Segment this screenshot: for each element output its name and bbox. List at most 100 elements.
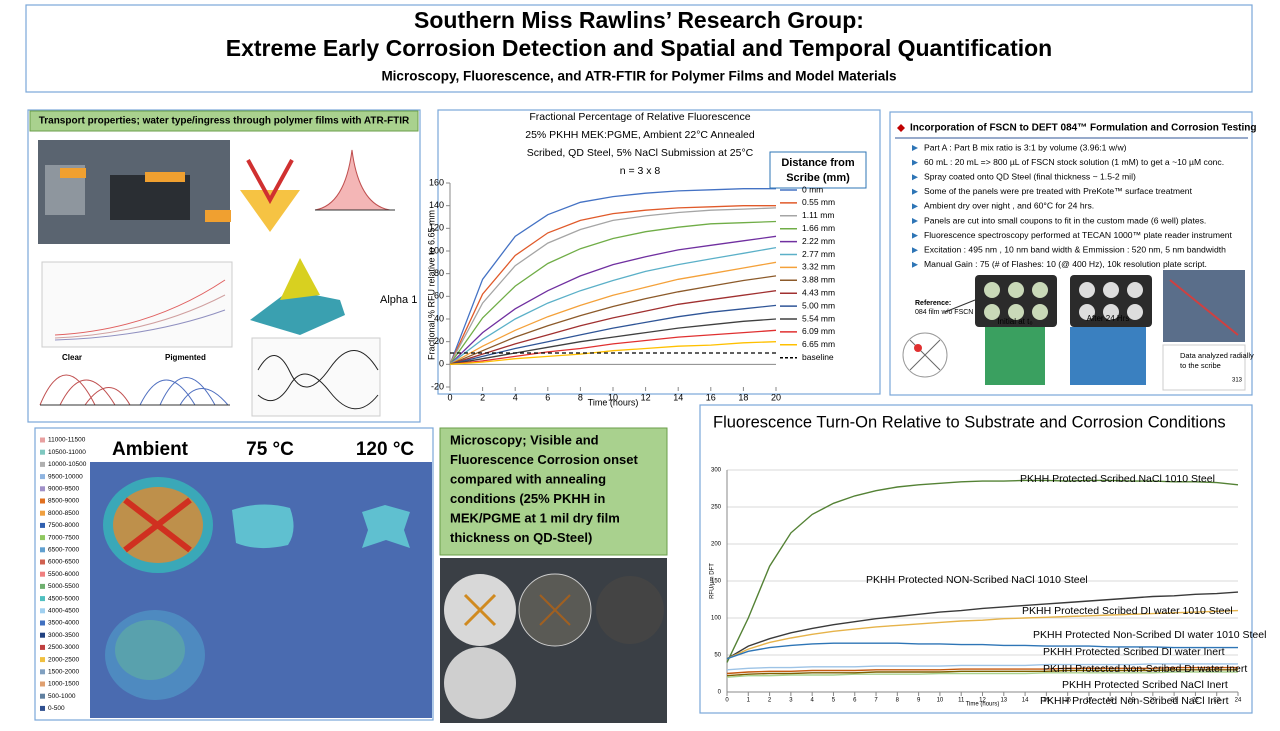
- legend-label: 1000-1500: [48, 681, 79, 688]
- legend-label: 0-500: [48, 705, 65, 712]
- legend-swatch: [40, 571, 45, 577]
- well: [1008, 304, 1024, 320]
- header-box: [25, 4, 1253, 93]
- legend-label: 1.11 mm: [802, 210, 834, 220]
- x-tick-label: 8: [896, 698, 900, 704]
- panel-heading: Transport properties; water type/ingress…: [39, 116, 410, 127]
- legend-swatch: [40, 535, 45, 541]
- well: [1079, 304, 1095, 320]
- coupon: [444, 647, 516, 719]
- slide-thumbnail: [1162, 344, 1246, 391]
- corrosion-map: [115, 620, 185, 680]
- bullet-marker: [912, 174, 918, 181]
- note-line: compared with annealing: [450, 471, 606, 486]
- plot-curve: [54, 279, 226, 336]
- well: [1103, 304, 1119, 320]
- image-label: Data analyzed radially: [1180, 351, 1254, 360]
- legend-swatch: [40, 461, 45, 467]
- well: [1079, 282, 1095, 298]
- corrosion-map: [362, 505, 410, 548]
- bullet-marker: [912, 203, 918, 210]
- chart-title: n = 3 x 8: [620, 165, 661, 177]
- bullet-text: Excitation : 495 nm , 10 nm band width &…: [924, 244, 1226, 254]
- y-tick-label: 150: [711, 579, 722, 585]
- x-tick-label: 10: [937, 698, 944, 704]
- scribe: [463, 593, 497, 627]
- well: [1127, 304, 1143, 320]
- image-label: to the scribe: [1180, 361, 1221, 370]
- image-label: Initial at t₀: [997, 317, 1032, 326]
- x-tick-label: 5: [832, 698, 836, 704]
- bullet-text: 60 mL : 20 mL => 800 µL of FSCN stock so…: [924, 157, 1224, 167]
- note-line: thickness on QD-Steel): [450, 530, 592, 545]
- series-line: [449, 329, 777, 365]
- legend-swatch: [40, 620, 45, 626]
- evanescent-wave: [314, 149, 391, 211]
- bullet-marker: [912, 188, 918, 195]
- x-tick-label: 14: [673, 392, 683, 402]
- legend-label: 9000-9500: [48, 486, 79, 493]
- bullet-text: Manual Gain : 75 (# of Flashes: 10 (@ 40…: [924, 259, 1207, 269]
- photo-detail: [110, 175, 190, 220]
- legend-title: Scribe (mm): [786, 172, 850, 184]
- y-tick-label: 100: [429, 245, 444, 255]
- legend-label: 3000-3500: [48, 632, 79, 639]
- x-tick-label: 6: [853, 698, 857, 704]
- x-tick-label: 2: [480, 392, 485, 402]
- x-tick-label: 7: [874, 698, 878, 704]
- panel-heading: Incorporation of FSCN to DEFT 084™ Formu…: [910, 123, 1256, 134]
- legend-title-box: [769, 151, 867, 189]
- x-tick-label: 15: [1043, 698, 1050, 704]
- well: [1032, 282, 1048, 298]
- series-line: [726, 642, 1238, 660]
- legend-swatch: [40, 608, 45, 614]
- x-tick-label: 10: [608, 392, 618, 402]
- bullet-marker: [912, 247, 918, 254]
- x-tick-label: 4: [513, 392, 518, 402]
- legend-label: 1500-2000: [48, 669, 79, 676]
- series-line: [449, 304, 777, 365]
- legend-label: 3500-4000: [48, 620, 79, 627]
- legend-swatch: [40, 596, 45, 602]
- x-tick-label: 4: [810, 698, 814, 704]
- legend-swatch: [40, 449, 45, 455]
- chart-title: 25% PKHH MEK:PGME, Ambient 22°C Annealed: [525, 129, 755, 141]
- series-line: [726, 591, 1239, 660]
- well: [984, 304, 1000, 320]
- bullet-marker: [912, 145, 918, 151]
- series-line: [726, 663, 1238, 671]
- turn-on-chart-panel: [699, 404, 1253, 714]
- scribe-map: [123, 497, 192, 553]
- spectra-curve: [257, 350, 379, 388]
- legend-label: 3.88 mm: [802, 275, 835, 285]
- series-line: [449, 188, 776, 365]
- legend-swatch: [40, 681, 45, 687]
- legend-label: 6000-6500: [48, 559, 79, 566]
- series-annotation: PKHH Protected Non-Scribed DI water 1010…: [1033, 629, 1266, 641]
- photo-label: [145, 172, 185, 182]
- scribe: [909, 339, 941, 371]
- chart-title: Fractional Percentage of Relative Fluore…: [529, 111, 750, 123]
- series-line: [449, 290, 777, 365]
- series-line: [726, 609, 1239, 660]
- x-axis-label: Time (hours): [588, 397, 639, 407]
- heatmap-after: [1070, 327, 1146, 385]
- legend-swatch: [40, 474, 45, 480]
- legend-swatch: [40, 510, 45, 516]
- x-tick-label: 22: [1192, 698, 1199, 704]
- series-annotation: PKHH Protected Non-Scribed NaCl Inert: [1040, 695, 1229, 707]
- legend-label: 5500-6000: [48, 571, 79, 578]
- bullet-marker: [912, 218, 918, 224]
- legend-label: 2000-2500: [48, 656, 79, 663]
- legend-label: 5000-5500: [48, 583, 79, 590]
- x-tick-label: 0: [725, 698, 729, 704]
- y-tick-label: 250: [711, 505, 722, 511]
- series-line: [726, 479, 1239, 663]
- y-tick-label: 40: [434, 313, 444, 323]
- ir-beam: [246, 159, 294, 205]
- chart-title: Fluorescence Turn-On Relative to Substra…: [713, 413, 1226, 431]
- legend-label: 7500-8000: [48, 522, 79, 529]
- x-tick-label: 6: [545, 392, 550, 402]
- surface-plot: [250, 290, 345, 335]
- well: [1103, 282, 1119, 298]
